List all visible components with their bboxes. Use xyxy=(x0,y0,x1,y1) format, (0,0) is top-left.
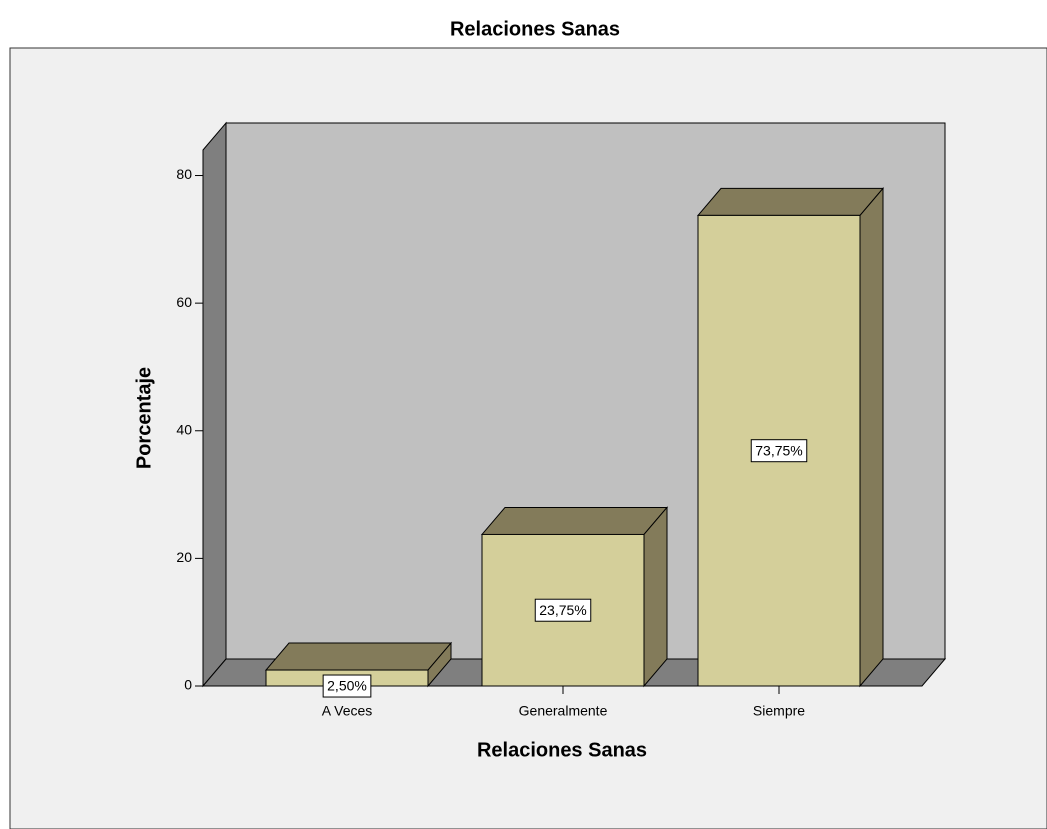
bar-top xyxy=(696,187,885,216)
bar-side xyxy=(643,506,668,688)
x-tick-label: A Veces xyxy=(322,703,373,719)
value-label: 2,50% xyxy=(327,678,367,694)
y-axis-label: Porcentaje xyxy=(133,367,155,469)
y-tick-label: 40 xyxy=(176,421,192,437)
value-label: 23,75% xyxy=(539,602,586,618)
value-label-box xyxy=(322,674,372,698)
y-tick-label: 60 xyxy=(176,294,192,310)
x-tick-label: Siempre xyxy=(753,703,805,719)
y-tick-label: 0 xyxy=(184,677,192,693)
y-tick-label: 80 xyxy=(176,166,192,182)
y-tick-label: 20 xyxy=(176,549,192,565)
value-label: 73,75% xyxy=(755,442,802,458)
chart-title: Relaciones Sanas xyxy=(450,18,620,40)
x-tick-label: Generalmente xyxy=(519,703,608,719)
left-wall xyxy=(202,121,227,688)
bar-top xyxy=(480,506,669,535)
value-label-box xyxy=(750,439,808,463)
bar-top xyxy=(264,642,453,671)
value-label-box xyxy=(534,598,592,622)
x-axis-label: Relaciones Sanas xyxy=(477,739,647,761)
bar-side xyxy=(859,187,884,688)
